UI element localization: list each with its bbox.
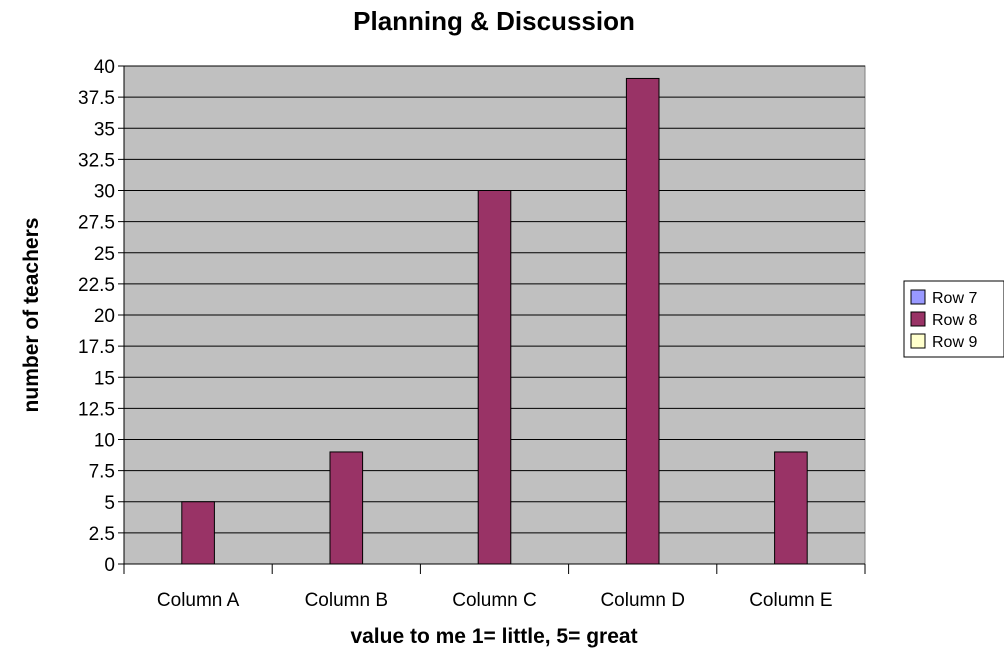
y-tick-label: 25	[94, 244, 115, 265]
y-tick-label: 15	[94, 368, 115, 389]
bars	[181, 77, 808, 565]
y-tick-label: 10	[94, 431, 115, 452]
y-axis-ticks: 0 2.5 5 7.5 10 12.5 15 17.5 20 22.5 25 27.5 30 32.5 35…	[78, 57, 124, 576]
legend-label: Row 9	[932, 334, 977, 351]
y-tick-label: 40	[94, 57, 115, 78]
x-tick-label: Column C	[452, 590, 536, 611]
y-tick-label: 2.5	[89, 524, 115, 545]
y-axis-title: number of teachers	[20, 218, 43, 413]
legend-swatch	[910, 289, 926, 305]
y-tick-label: 37.5	[78, 88, 115, 109]
y-tick-label: 35	[94, 119, 115, 140]
y-tick-label: 7.5	[89, 462, 115, 483]
y-tick-label: 27.5	[78, 213, 115, 234]
y-tick-label: 17.5	[78, 337, 115, 358]
x-axis-ticks: Column A Column B Column C Column D Column E	[123, 564, 866, 611]
y-tick-label: 30	[94, 182, 115, 203]
x-tick-label: Column B	[305, 590, 388, 611]
legend-label: Row 7	[932, 290, 977, 307]
bar	[181, 501, 215, 565]
legend-swatch	[910, 311, 926, 327]
legend-label: Row 8	[932, 312, 977, 329]
y-tick-label: 20	[94, 306, 115, 327]
bar	[329, 451, 364, 565]
y-tick-label: 22.5	[78, 275, 115, 296]
x-tick-label: Column A	[157, 590, 240, 611]
y-tick-label: 12.5	[78, 399, 115, 420]
x-axis-title: value to me 1= little, 5= great	[350, 625, 637, 648]
legend: Row 7 Row 8 Row 9	[903, 280, 1004, 358]
chart-title: Planning & Discussion	[353, 6, 635, 36]
x-tick-label: Column E	[749, 590, 832, 611]
bar	[477, 190, 512, 565]
legend-swatch	[910, 333, 926, 349]
bar	[774, 451, 808, 565]
y-tick-label: 5	[104, 493, 115, 514]
bar	[625, 77, 660, 565]
legend-items: Row 7 Row 8 Row 9	[910, 289, 977, 351]
y-tick-label: 32.5	[78, 150, 115, 171]
x-tick-label: Column D	[600, 590, 684, 611]
y-tick-label: 0	[104, 555, 115, 576]
